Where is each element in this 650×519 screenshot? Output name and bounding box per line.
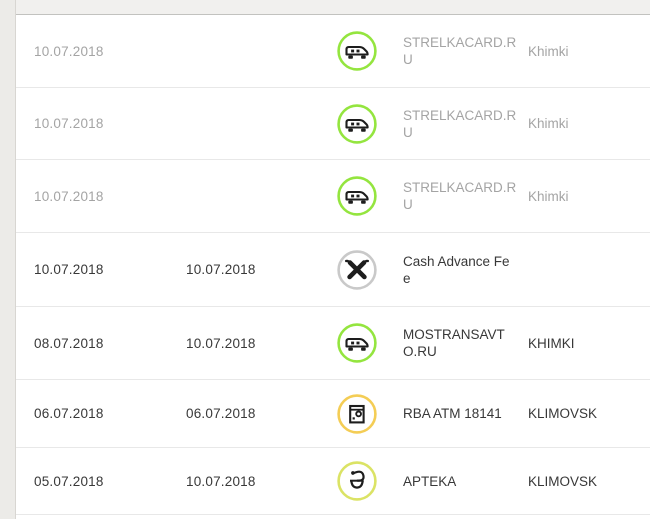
bank-cross-icon [337, 249, 377, 290]
page-gutter [0, 0, 16, 519]
category-icon-cell [323, 323, 403, 363]
merchant-location: Khimki [528, 43, 569, 59]
category-icon-cell [323, 249, 403, 290]
posting-date: 10.07.2018 [186, 262, 256, 277]
transaction-row[interactable]: 08.07.2018 10.07.2018 MOSTRANSAVTO.RU KH… [16, 307, 650, 380]
car-icon [337, 31, 377, 71]
category-icon-cell [323, 103, 403, 144]
merchant-name: Cash Advance Fee [403, 253, 510, 286]
pharmacy-icon [337, 461, 377, 501]
transaction-row[interactable]: 10.07.2018 10.07.2018 Cash Advance Fee [16, 233, 650, 307]
merchant-name: MOSTRANSAVTO.RU [403, 327, 505, 359]
transaction-rows: 10.07.2018 STRELKACARD.RU Khimki 10.07.2… [16, 15, 650, 515]
transaction-row[interactable]: 06.07.2018 06.07.2018 RBA ATM 18141 KLIM… [16, 380, 650, 448]
transaction-row[interactable]: 05.07.2018 10.07.2018 APTEKA KLIMOVSK [16, 448, 650, 515]
transaction-date: 10.07.2018 [34, 188, 104, 204]
category-icon-cell [323, 31, 403, 71]
list-top-divider [16, 0, 650, 15]
posting-date: 10.07.2018 [186, 335, 256, 351]
merchant-name: APTEKA [403, 473, 457, 489]
merchant-location: KLIMOVSK [528, 473, 598, 489]
merchant-location: Khimki [528, 188, 569, 204]
posting-date: 06.07.2018 [186, 406, 256, 421]
car-icon [337, 176, 377, 216]
car-icon [337, 103, 377, 144]
transaction-date: 10.07.2018 [34, 262, 104, 277]
merchant-name: STRELKACARD.RU [403, 180, 517, 212]
transaction-date: 10.07.2018 [34, 116, 104, 131]
transaction-list: 10.07.2018 STRELKACARD.RU Khimki 10.07.2… [16, 0, 650, 515]
merchant-name: STRELKACARD.RU [403, 107, 517, 140]
merchant-location: KLIMOVSK [528, 406, 598, 421]
transaction-row[interactable]: 10.07.2018 STRELKACARD.RU Khimki [16, 160, 650, 233]
merchant-name: STRELKACARD.RU [403, 35, 517, 67]
transaction-date: 10.07.2018 [34, 43, 104, 59]
category-icon-cell [323, 176, 403, 216]
transaction-date: 08.07.2018 [34, 335, 104, 351]
transaction-row[interactable]: 10.07.2018 STRELKACARD.RU Khimki [16, 88, 650, 160]
category-icon-cell [323, 393, 403, 434]
merchant-location: Khimki [528, 116, 569, 131]
category-icon-cell [323, 461, 403, 501]
transaction-row[interactable]: 10.07.2018 STRELKACARD.RU Khimki [16, 15, 650, 88]
merchant-name: RBA ATM 18141 [403, 406, 502, 421]
posting-date: 10.07.2018 [186, 473, 256, 489]
merchant-location: KHIMKI [528, 335, 575, 351]
transaction-date: 06.07.2018 [34, 406, 104, 421]
atm-icon [337, 393, 377, 434]
car-icon [337, 323, 377, 363]
transaction-date: 05.07.2018 [34, 473, 104, 489]
